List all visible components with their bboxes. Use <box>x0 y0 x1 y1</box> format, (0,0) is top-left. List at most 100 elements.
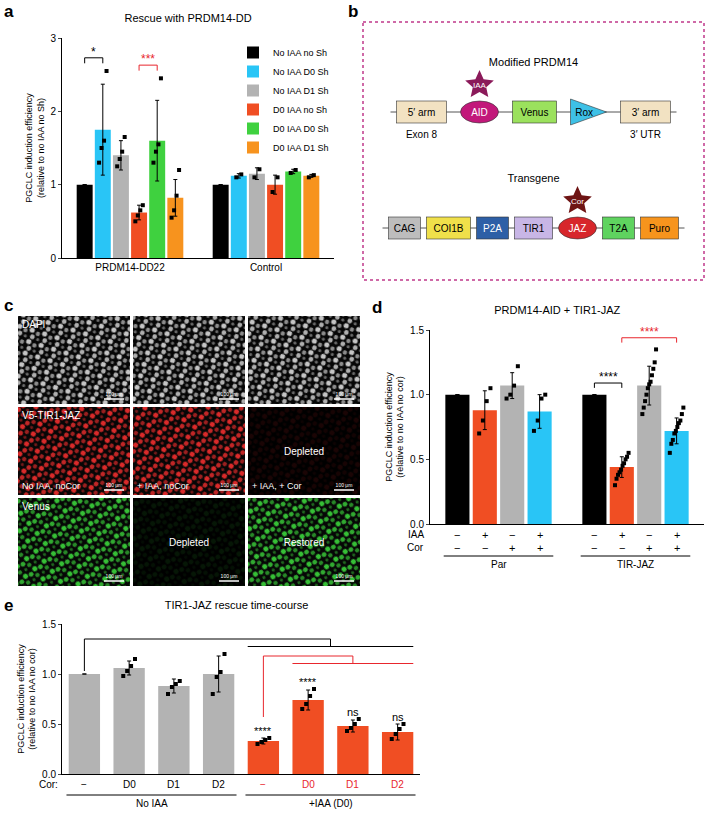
svg-text:No IAA: No IAA <box>136 798 168 809</box>
svg-text:100 μm: 100 μm <box>106 482 123 488</box>
svg-text:D1: D1 <box>346 779 359 790</box>
svg-text:COI1B: COI1B <box>433 223 463 234</box>
svg-text:****: **** <box>254 725 272 737</box>
svg-text:100 μm: 100 μm <box>221 482 238 488</box>
svg-text:+: + <box>619 529 625 541</box>
svg-text:3′ UTR: 3′ UTR <box>630 129 661 140</box>
svg-text:Transgene: Transgene <box>507 172 559 184</box>
svg-text:CAG: CAG <box>394 223 416 234</box>
svg-text:D2: D2 <box>212 779 225 790</box>
svg-text:1.5: 1.5 <box>42 619 56 630</box>
svg-text:TIR-JAZ: TIR-JAZ <box>617 559 654 570</box>
svg-text:Rescue with PRDM14-DD: Rescue with PRDM14-DD <box>125 12 252 24</box>
svg-text:100 μm: 100 μm <box>221 573 238 579</box>
svg-text:−: − <box>482 542 488 554</box>
svg-text:5′ arm: 5′ arm <box>408 107 435 118</box>
svg-text:1.0: 1.0 <box>410 389 424 400</box>
svg-text:2: 2 <box>50 106 56 117</box>
svg-text:No IAA D1 Sh: No IAA D1 Sh <box>273 86 329 96</box>
svg-text:−: − <box>454 529 460 541</box>
svg-text:D0: D0 <box>302 779 315 790</box>
svg-text:+: + <box>674 529 680 541</box>
svg-text:TIR1-JAZ rescue time-course: TIR1-JAZ rescue time-course <box>165 599 309 611</box>
svg-text:−: − <box>646 529 652 541</box>
svg-text:****: **** <box>599 370 618 384</box>
svg-text:TIR1: TIR1 <box>523 223 545 234</box>
svg-text:+: + <box>509 542 515 554</box>
svg-text:Cor: Cor <box>407 542 424 553</box>
svg-text:D1: D1 <box>167 779 180 790</box>
svg-text:PRDM14-DD22: PRDM14-DD22 <box>95 262 165 273</box>
svg-text:Cor: Cor <box>571 197 584 206</box>
svg-text:JAZ: JAZ <box>569 223 587 234</box>
svg-text:Venus: Venus <box>22 501 50 512</box>
svg-text:D2: D2 <box>391 779 404 790</box>
svg-text:PRDM14-AID + TIR1-JAZ: PRDM14-AID + TIR1-JAZ <box>494 304 620 316</box>
svg-text:100 μm: 100 μm <box>221 391 238 397</box>
svg-text:AID: AID <box>471 107 488 118</box>
svg-text:+IAA (D0): +IAA (D0) <box>309 798 353 809</box>
svg-text:+: + <box>646 542 652 554</box>
svg-text:IAA: IAA <box>473 81 487 90</box>
svg-text:Venus: Venus <box>521 107 549 118</box>
svg-text:+: + <box>482 529 488 541</box>
svg-text:Puro: Puro <box>649 223 671 234</box>
svg-text:1.0: 1.0 <box>42 669 56 680</box>
svg-text:No IAA, noCor: No IAA, noCor <box>22 481 80 491</box>
svg-text:0.0: 0.0 <box>42 769 56 780</box>
svg-text:PGCLC induction efficiency(rel: PGCLC induction efficiency(relative to n… <box>16 644 38 754</box>
svg-text:+: + <box>537 542 543 554</box>
svg-text:−: − <box>591 542 597 554</box>
svg-text:+ IAA, noCor: + IAA, noCor <box>137 481 189 491</box>
svg-text:ns: ns <box>347 706 359 718</box>
svg-text:D0 IAA D0 Sh: D0 IAA D0 Sh <box>273 124 329 134</box>
svg-text:0.0: 0.0 <box>410 519 424 530</box>
svg-text:Depleted: Depleted <box>284 446 324 457</box>
svg-text:T2A: T2A <box>609 223 628 234</box>
svg-text:0: 0 <box>50 253 56 264</box>
svg-text:Depleted: Depleted <box>169 537 209 548</box>
svg-text:Cor:: Cor: <box>39 779 58 790</box>
svg-text:1.5: 1.5 <box>410 325 424 336</box>
svg-text:0.5: 0.5 <box>42 719 56 730</box>
svg-text:Exon 8: Exon 8 <box>406 129 438 140</box>
svg-text:0.5: 0.5 <box>410 454 424 465</box>
svg-text:−: − <box>619 542 625 554</box>
svg-text:3′ arm: 3′ arm <box>632 107 659 118</box>
svg-text:D0 IAA D1 Sh: D0 IAA D1 Sh <box>273 143 329 153</box>
svg-text:−: − <box>591 529 597 541</box>
svg-text:IAA: IAA <box>408 529 424 540</box>
svg-text:Rox: Rox <box>575 107 593 118</box>
svg-text:DAPI: DAPI <box>22 319 45 330</box>
svg-text:PGCLC induction efficiency(rel: PGCLC induction efficiency(relative to n… <box>384 372 406 482</box>
svg-text:*: * <box>91 45 96 59</box>
svg-text:***: *** <box>141 52 155 66</box>
svg-text:−: − <box>260 779 266 790</box>
svg-text:+: + <box>674 542 680 554</box>
svg-text:No IAA D0 Sh: No IAA D0 Sh <box>273 67 329 77</box>
svg-text:No IAA no Sh: No IAA no Sh <box>273 48 327 58</box>
svg-text:100 μm: 100 μm <box>106 391 123 397</box>
svg-text:100 μm: 100 μm <box>336 482 353 488</box>
svg-text:Modified PRDM14: Modified PRDM14 <box>489 56 578 68</box>
svg-text:100 μm: 100 μm <box>336 573 353 579</box>
svg-text:ns: ns <box>392 711 404 723</box>
svg-text:****: **** <box>640 325 659 339</box>
svg-text:****: **** <box>299 676 317 688</box>
svg-text:+: + <box>537 529 543 541</box>
svg-text:Control: Control <box>250 262 282 273</box>
svg-text:D0 IAA no Sh: D0 IAA no Sh <box>273 105 327 115</box>
svg-text:Par: Par <box>491 559 507 570</box>
svg-text:P2A: P2A <box>483 223 502 234</box>
svg-text:−: − <box>454 542 460 554</box>
svg-text:1: 1 <box>50 179 56 190</box>
svg-text:D0: D0 <box>123 779 136 790</box>
svg-text:−: − <box>81 779 87 790</box>
svg-text:100 μm: 100 μm <box>336 391 353 397</box>
svg-text:3: 3 <box>50 33 56 44</box>
svg-text:Restored: Restored <box>284 537 325 548</box>
svg-text:V5-TIR1-JAZ: V5-TIR1-JAZ <box>22 410 80 421</box>
svg-text:−: − <box>509 529 515 541</box>
svg-text:100 μm: 100 μm <box>106 573 123 579</box>
svg-text:+ IAA, + Cor: + IAA, + Cor <box>252 481 302 491</box>
